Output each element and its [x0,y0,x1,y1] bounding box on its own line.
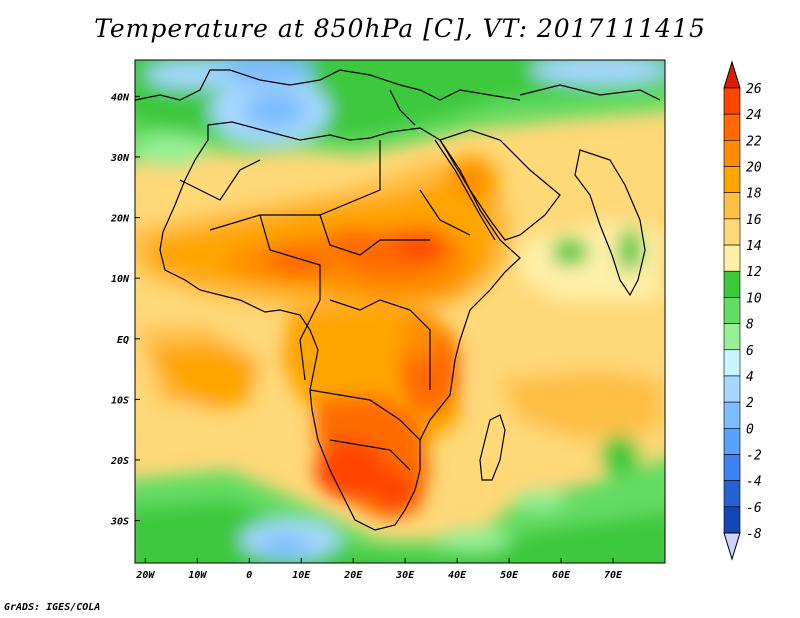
credit-text: GrADS: IGES/COLA [4,602,101,613]
latitude-labels: 40N 30N 20N 10N EQ 10S 20S 30S [110,92,140,528]
colorbar-label: 0 [746,422,754,437]
lon-label: 70E [604,570,623,581]
colorbar-swatch [723,401,741,429]
colorbar-swatch [723,454,741,481]
colorbar-swatch [723,375,741,403]
colorbar-swatch [723,349,741,377]
colorbar-label: -2 [746,448,762,463]
colorbar-swatch [723,506,741,534]
colorbar-label: 12 [746,265,762,280]
colorbar-swatch [723,480,741,508]
map-title: Temperature at 850hPa [C], VT: 201711141… [94,14,706,43]
lat-label: 30S [110,517,129,528]
lon-label: 30E [395,570,415,581]
colorbar-label: -8 [746,527,762,542]
lon-label: 0 [246,570,252,581]
colorbar-swatch [723,192,741,220]
colorbar-label: 6 [746,344,754,359]
colorbar-swatch [723,323,741,351]
colorbar-label: 8 [746,318,754,333]
colorbar-label: 24 [746,108,762,123]
lat-label: 20N [110,214,130,225]
lon-label: 40E [448,570,467,581]
colorbar-label: 16 [746,213,762,228]
colorbar-swatch [723,218,741,246]
lon-label: 50E [500,570,519,581]
colorbar-swatch [723,427,741,455]
colorbar-swatch [723,244,741,272]
colorbar-bottom-arrow [723,532,741,561]
colorbar-label: 18 [746,187,762,202]
lon-label: 20E [343,570,363,581]
longitude-labels: 20W 10W 0 10E 20E 30E 40E 50E 60E 70E [135,558,623,581]
colorbar-label: -6 [746,501,762,516]
lat-label: 10S [111,395,129,406]
lon-label: 10W [188,570,207,581]
colorbar-swatch [723,270,741,298]
colorbar-label: -4 [746,475,762,490]
lon-label: 10E [292,570,311,581]
lat-label: 20S [110,456,129,467]
temperature-field [135,60,665,563]
lat-label: 30N [110,153,130,164]
colorbar-label: 10 [746,291,762,306]
lon-label: 60E [552,570,571,581]
plot-frame [134,59,666,564]
lat-label: 40N [111,92,130,103]
colorbar-label: 22 [746,134,762,149]
colorbar-label: 2 [746,396,754,411]
colorbar-swatch [723,140,741,167]
colorbar-swatch [723,87,741,115]
colorbar-label: 4 [746,370,754,385]
coastlines [135,69,661,531]
colorbar-swatch [723,297,741,324]
colorbar-label: 20 [746,161,762,176]
colorbar-top-arrow [723,60,741,89]
colorbar-swatch [723,113,741,141]
colorbar-label: 26 [746,82,762,97]
lon-label: 20W [135,570,155,581]
lat-label: EQ [117,335,129,346]
lat-label: 10N [111,274,130,285]
colorbar-label: 14 [746,239,762,254]
colorbar-swatch [723,166,741,194]
